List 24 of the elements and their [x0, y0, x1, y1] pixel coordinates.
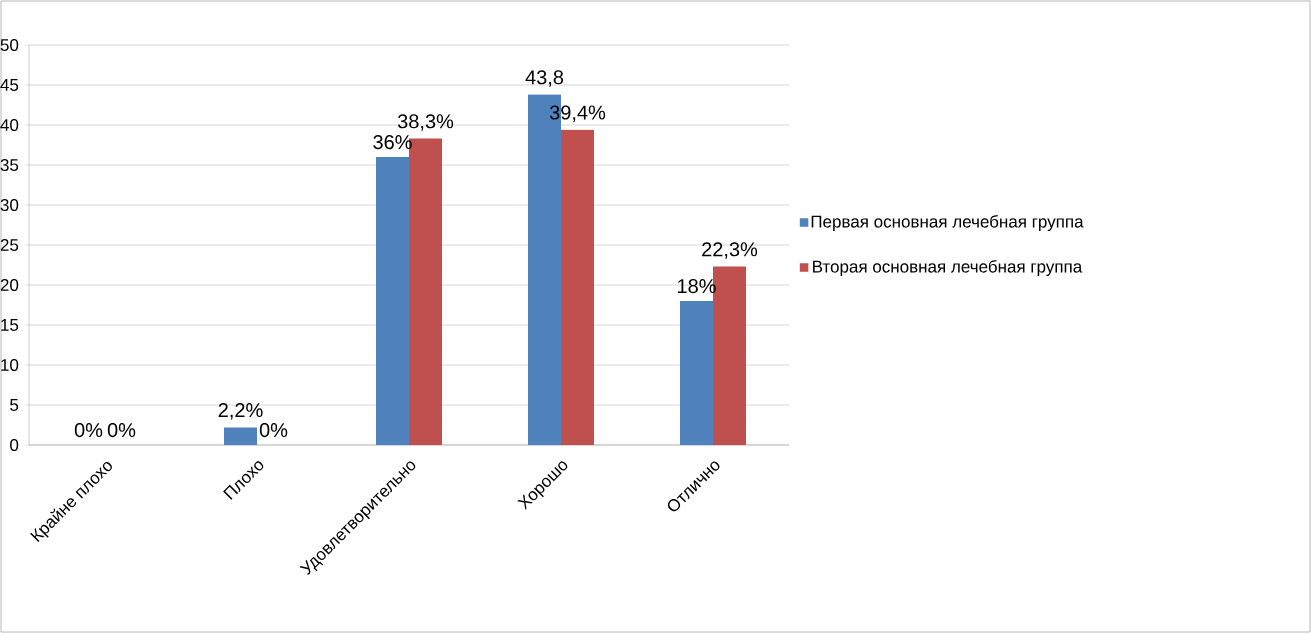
y-tick-label: 25 [0, 238, 19, 252]
bar [561, 129, 595, 445]
y-tick-label: 50 [0, 38, 19, 52]
y-tick-label: 40 [0, 118, 19, 132]
data-label: 0% [74, 422, 103, 438]
data-label: 0% [259, 422, 288, 438]
bar [224, 427, 258, 445]
y-tick-label: 5 [10, 399, 19, 411]
y-tick-label: 20 [0, 278, 19, 292]
y-tick-label: 30 [0, 198, 19, 212]
legend-label: Первая основная лечебная группа [811, 214, 1084, 231]
y-tick-label: 10 [1, 358, 19, 372]
legend-label: Вторая основная лечебная группа [813, 260, 1083, 276]
y-tick-label: 45 [0, 79, 19, 91]
data-label: 38,3% [397, 114, 454, 131]
y-tick-label: 35 [0, 158, 19, 172]
data-label: 22,3% [702, 242, 758, 259]
bar [376, 157, 409, 445]
bar [680, 301, 713, 445]
data-label: 0% [107, 422, 136, 438]
y-tick-label: 15 [1, 319, 19, 331]
y-tick-label: 0 [10, 438, 19, 452]
data-label: 43,8 [525, 70, 564, 87]
data-label: 2,2% [218, 403, 263, 420]
